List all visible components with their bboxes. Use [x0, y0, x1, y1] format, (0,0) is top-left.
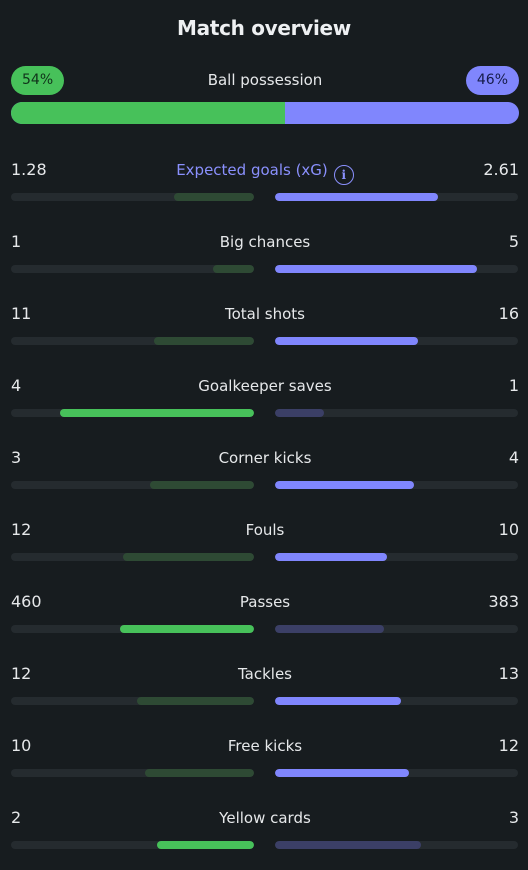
stat-label: Passes	[11, 593, 519, 611]
home-stat-value: 11	[11, 304, 32, 323]
away-stat-value: 3	[508, 808, 519, 827]
stat-label-text: Free kicks	[227, 737, 303, 755]
away-stat-value: 13	[498, 664, 519, 683]
stat-label: Tackles	[11, 665, 519, 683]
stat-label-text: Total shots	[225, 305, 305, 323]
home-stat-value: 2	[11, 808, 22, 827]
stat-row: 1.28 Expected goals (xG) i 2.61	[11, 160, 519, 204]
home-stat-fill	[174, 193, 254, 201]
stat-label-text: Yellow cards	[219, 809, 311, 827]
stat-label: Fouls	[11, 521, 519, 539]
home-stat-fill	[123, 553, 254, 561]
home-stat-fill	[154, 337, 254, 345]
stat-label-text: Expected goals (xG)	[176, 161, 328, 179]
away-stat-track	[275, 769, 518, 777]
home-stat-track	[11, 697, 254, 705]
away-stat-value: 4	[508, 448, 519, 467]
away-stat-fill	[275, 553, 387, 561]
stat-label-text: Fouls	[245, 521, 285, 539]
stat-label: Total shots	[11, 305, 519, 323]
stat-label-text: Goalkeeper saves	[198, 377, 332, 395]
away-stat-fill	[275, 769, 409, 777]
home-stat-value: 460	[11, 592, 42, 611]
home-stat-track	[11, 625, 254, 633]
away-stat-value: 383	[488, 592, 519, 611]
away-stat-fill	[275, 625, 384, 633]
home-stat-fill	[157, 841, 254, 849]
away-stat-track	[275, 265, 518, 273]
stat-row: 10 Free kicks 12	[11, 736, 519, 780]
home-stat-value: 1.28	[11, 160, 47, 179]
possession-header: 54% Ball possession 46%	[11, 66, 519, 96]
home-stat-track	[11, 553, 254, 561]
away-stat-value: 12	[498, 736, 519, 755]
home-stat-fill	[145, 769, 254, 777]
home-stat-value: 3	[11, 448, 22, 467]
away-stat-fill	[275, 337, 418, 345]
away-stat-track	[275, 409, 518, 417]
away-stat-fill	[275, 409, 324, 417]
home-stat-value: 1	[11, 232, 22, 251]
away-stat-track	[275, 481, 518, 489]
stat-label: Corner kicks	[11, 449, 519, 467]
away-stat-track	[275, 337, 518, 345]
stat-label-text: Tackles	[237, 665, 293, 683]
away-possession-badge: 46%	[465, 66, 519, 95]
away-stat-value: 1	[508, 376, 519, 395]
stat-label: Yellow cards	[11, 809, 519, 827]
home-stat-fill	[60, 409, 254, 417]
away-stat-fill	[275, 481, 414, 489]
info-icon[interactable]: i	[333, 165, 354, 185]
stat-row: 4 Goalkeeper saves 1	[11, 376, 519, 420]
home-stat-track	[11, 841, 254, 849]
away-stat-fill	[275, 193, 438, 201]
stat-row: 12 Fouls 10	[11, 520, 519, 564]
stat-row: 12 Tackles 13	[11, 664, 519, 708]
away-stat-track	[275, 841, 518, 849]
home-possession-badge: 54%	[11, 66, 65, 95]
away-stat-track	[275, 697, 518, 705]
away-stat-fill	[275, 697, 401, 705]
stat-label: Free kicks	[11, 737, 519, 755]
away-stat-track	[275, 625, 518, 633]
home-stat-track	[11, 481, 254, 489]
stat-label-text: Big chances	[219, 233, 311, 251]
stat-row: 1 Big chances 5	[11, 232, 519, 276]
home-stat-fill	[137, 697, 254, 705]
away-stat-track	[275, 553, 518, 561]
stat-row: 11 Total shots 16	[11, 304, 519, 348]
possession-home-fill	[11, 102, 286, 124]
stat-row: 460 Passes 383	[11, 592, 519, 636]
stat-row: 3 Corner kicks 4	[11, 448, 519, 492]
home-stat-track	[11, 409, 254, 417]
stat-label: Big chances	[11, 233, 519, 251]
home-stat-track	[11, 193, 254, 201]
away-stat-fill	[275, 265, 477, 273]
home-stat-track	[11, 337, 254, 345]
home-stat-value: 12	[11, 664, 32, 683]
home-stat-value: 10	[11, 736, 32, 755]
home-stat-fill	[150, 481, 254, 489]
home-stat-track	[11, 265, 254, 273]
page-title: Match overview	[177, 16, 351, 40]
away-stat-value: 5	[508, 232, 519, 251]
home-stat-fill	[213, 265, 254, 273]
stat-label[interactable]: Expected goals (xG) i	[11, 161, 519, 185]
stat-label-text: Passes	[239, 593, 291, 611]
home-stat-fill	[120, 625, 254, 633]
stat-label-text: Corner kicks	[218, 449, 312, 467]
stat-row: 2 Yellow cards 3	[11, 808, 519, 852]
home-stat-track	[11, 769, 254, 777]
home-stat-value: 4	[11, 376, 22, 395]
away-stat-value: 16	[498, 304, 519, 323]
away-stat-value: 10	[498, 520, 519, 539]
possession-bar	[11, 102, 519, 124]
home-stat-value: 12	[11, 520, 32, 539]
away-stat-fill	[275, 841, 421, 849]
stat-label: Goalkeeper saves	[11, 377, 519, 395]
away-stat-value: 2.61	[483, 160, 519, 179]
possession-label: Ball possession	[207, 71, 323, 89]
away-stat-track	[275, 193, 518, 201]
